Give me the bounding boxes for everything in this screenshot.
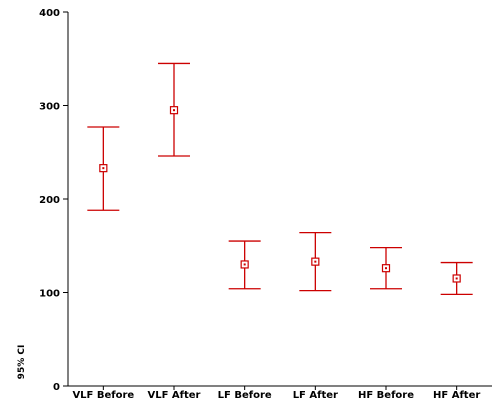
y-axis-ticks: 0 100 200 300 400 [39, 8, 68, 393]
mean-marker-dot [314, 260, 317, 263]
mean-marker-dot [385, 267, 387, 270]
x-axis-ticks: VLF Before VLF After LF Before LF After HF B… [72, 386, 480, 400]
mean-marker-dot [173, 109, 175, 112]
y-tick-label: 100 [39, 289, 60, 300]
y-tick-label: 0 [53, 382, 60, 393]
y-axis-label: 95% CI [17, 345, 27, 380]
x-tick-label: HF After [433, 390, 480, 400]
y-tick-label: 400 [39, 8, 60, 19]
x-tick-label: LF After [293, 390, 338, 400]
x-tick-label: VLF After [147, 390, 200, 400]
mean-marker-dot [455, 277, 458, 280]
y-tick-label: 300 [39, 102, 60, 113]
error-bars [87, 62, 473, 296]
y-tick-label: 200 [39, 195, 60, 206]
mean-marker-dot [102, 167, 105, 170]
x-tick-label: LF Before [218, 390, 272, 400]
x-tick-label: HF Before [358, 390, 414, 400]
x-tick-label: VLF Before [72, 390, 134, 400]
mean-marker-dot [243, 263, 246, 266]
